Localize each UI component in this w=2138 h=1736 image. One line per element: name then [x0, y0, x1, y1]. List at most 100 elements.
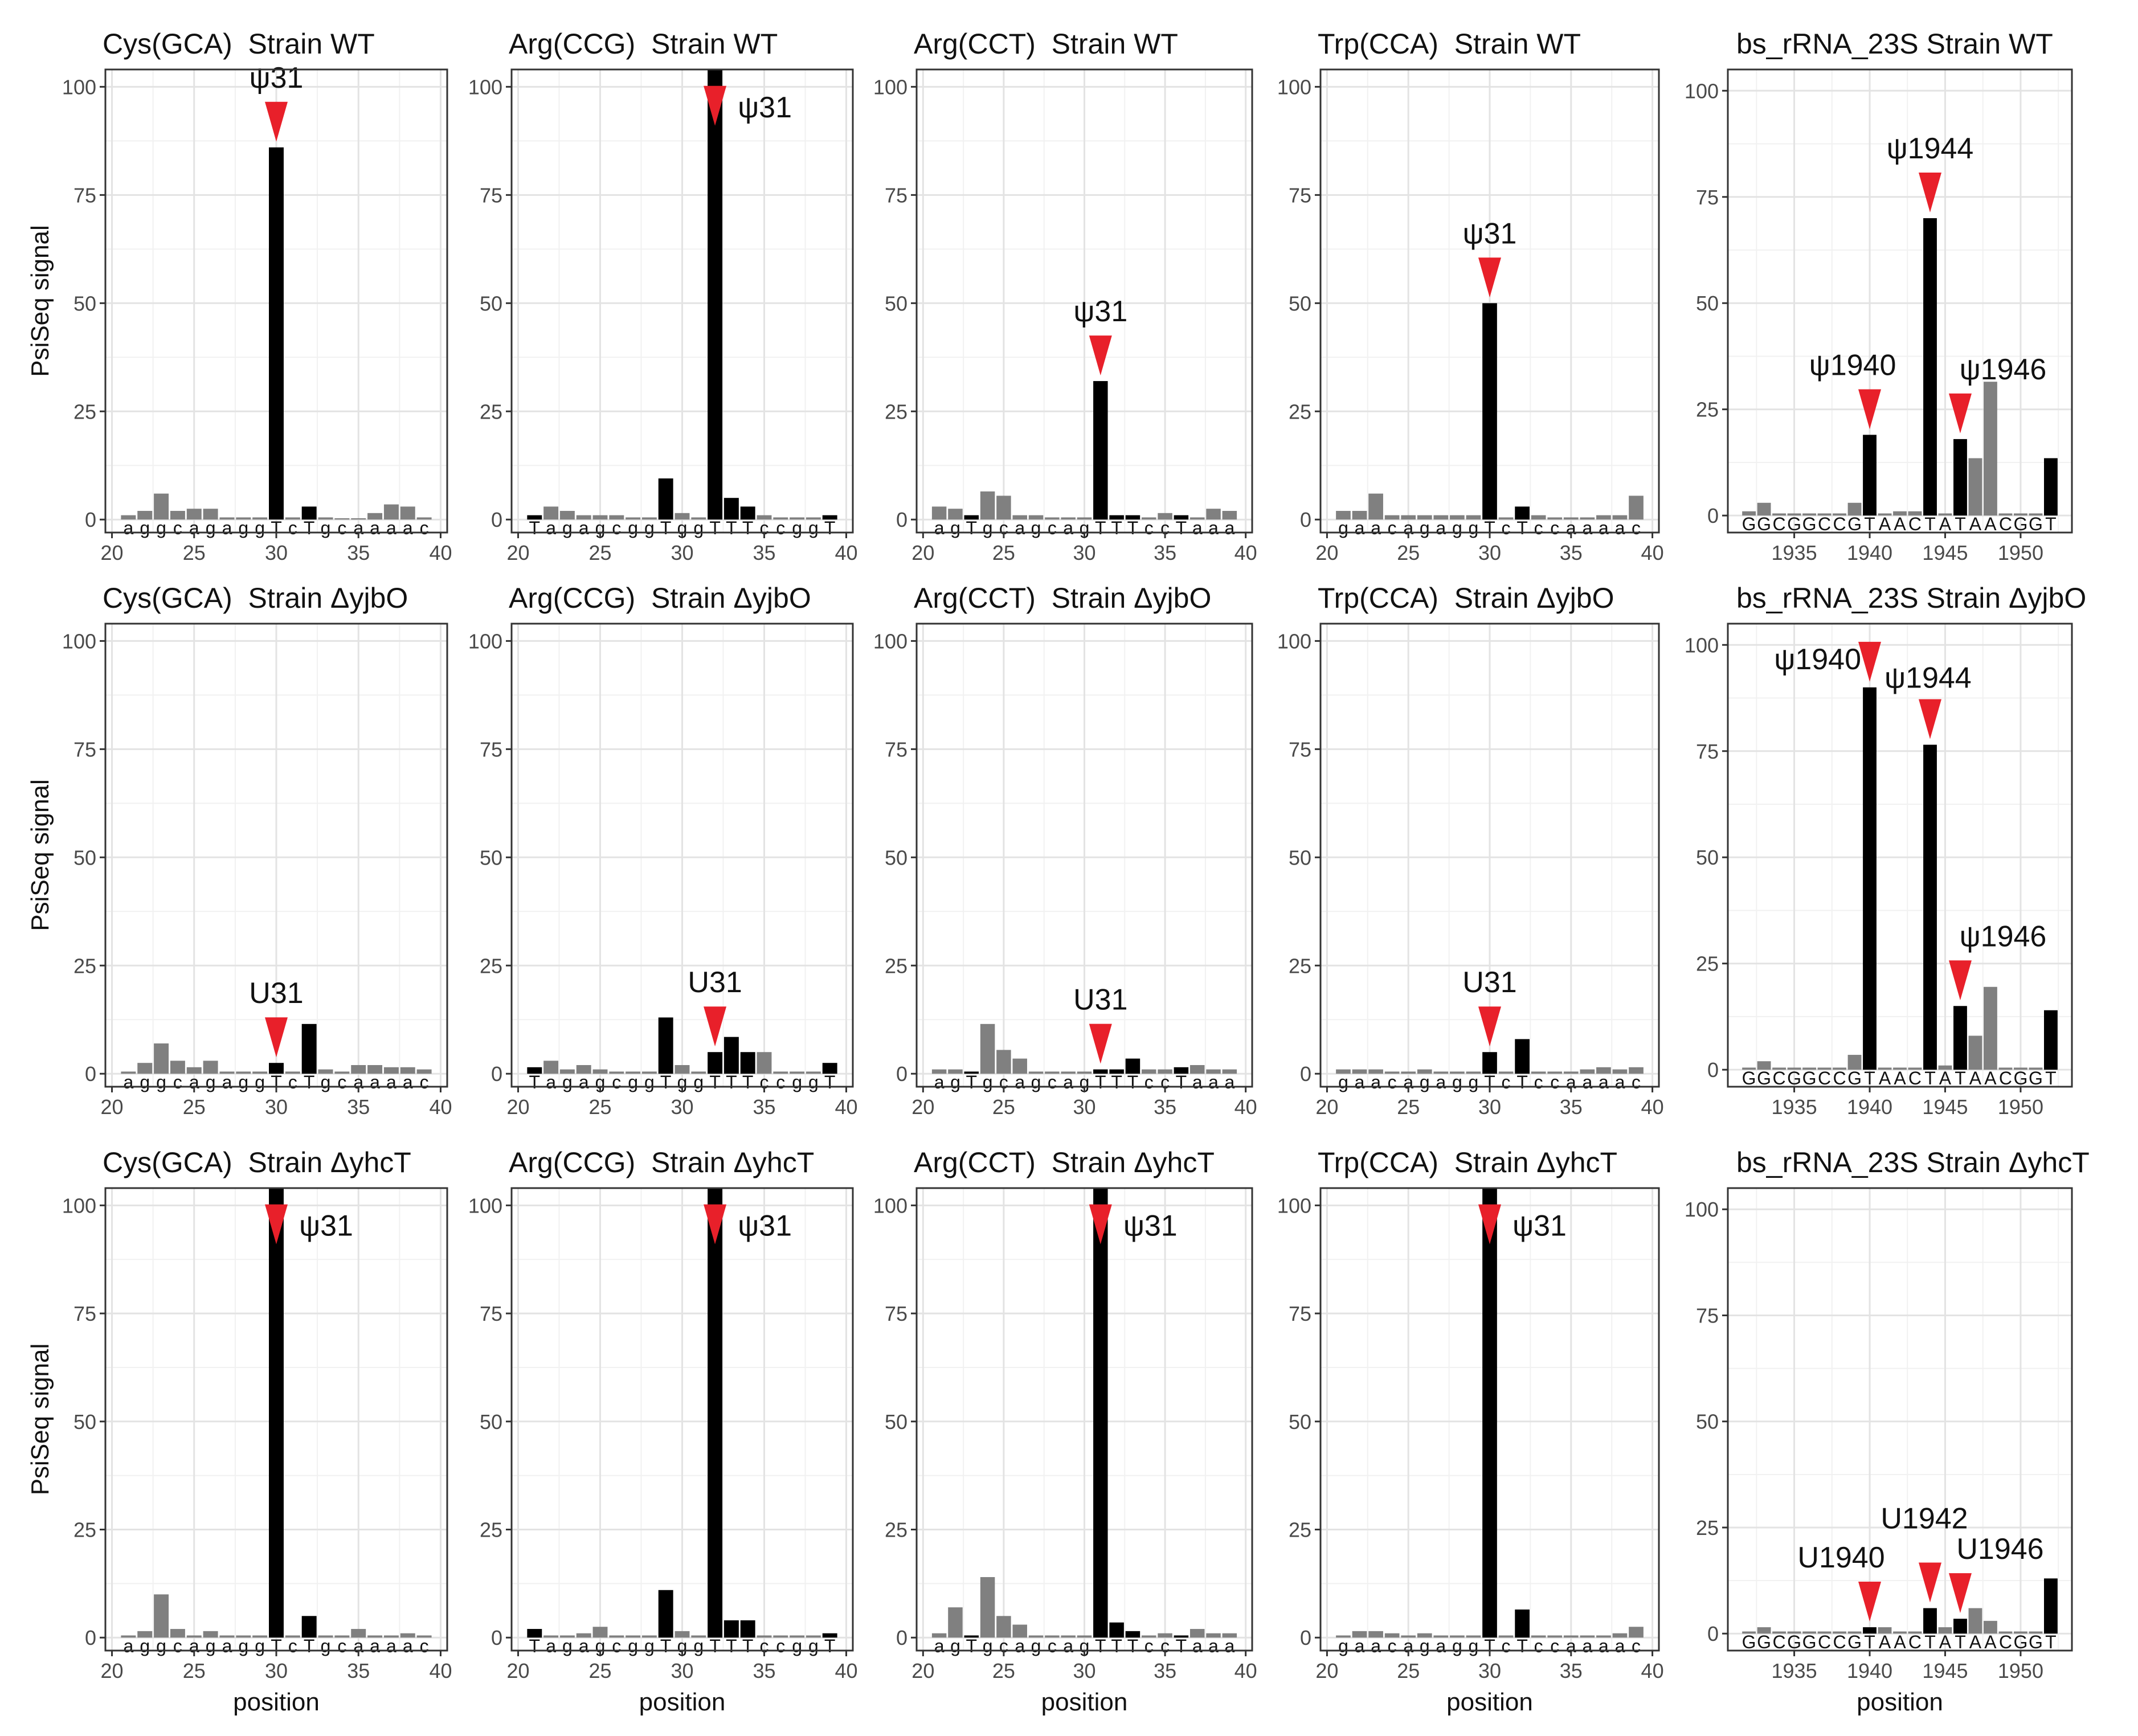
- bar: [691, 1635, 706, 1638]
- modification-marker: [1918, 173, 1941, 213]
- bar: [1787, 513, 1801, 516]
- bar: [400, 1067, 415, 1074]
- bar: [964, 515, 979, 520]
- y-tick-label: 100: [468, 629, 502, 653]
- sequence-base-label: g: [628, 1072, 638, 1092]
- panel-title: Arg(CCT) Strain ΔyjbO: [914, 582, 1211, 614]
- bar: [236, 517, 251, 520]
- sequence-base-label: g: [1338, 1072, 1348, 1092]
- bar: [773, 517, 788, 520]
- sequence-base-label: g: [1452, 1636, 1462, 1656]
- bar: [1531, 1071, 1546, 1074]
- sequence-base-label: T: [2045, 1632, 2057, 1652]
- modification-marker: [1478, 257, 1501, 298]
- sequence-base-label: g: [562, 1072, 573, 1092]
- panel-border: [1727, 623, 2073, 1088]
- modification-marker: [1918, 699, 1941, 739]
- bar: [592, 515, 608, 520]
- bar: [658, 1017, 673, 1074]
- sequence-base-label: g: [206, 1072, 216, 1092]
- bar: [137, 511, 153, 520]
- modification-label: ψ31: [250, 62, 304, 95]
- bar: [1028, 515, 1044, 520]
- y-tick-label: 75: [1696, 740, 1719, 763]
- sequence-base-label: G: [1847, 1632, 1862, 1652]
- x-tick-label: 1940: [1847, 541, 1892, 564]
- bar: [1028, 1071, 1044, 1074]
- modification-marker: [1089, 1023, 1112, 1064]
- sequence-base-label: C: [1908, 1632, 1922, 1652]
- sequence-base-label: C: [1818, 514, 1831, 534]
- sequence-base-label: g: [156, 518, 166, 538]
- sequence-base-label: C: [1908, 514, 1922, 534]
- y-tick-label: 25: [1289, 400, 1311, 423]
- bar: [1998, 1067, 2013, 1070]
- modification-label: ψ1946: [1960, 920, 2047, 953]
- bar: [170, 1629, 185, 1638]
- bar: [1061, 1635, 1076, 1638]
- x-tick-label: 35: [1560, 541, 1583, 564]
- bar: [121, 1071, 136, 1074]
- bar: [2043, 1010, 2058, 1070]
- x-tick-label: 35: [347, 1095, 370, 1119]
- plot-background: [1728, 69, 2072, 533]
- sequence-base-label: g: [238, 1636, 248, 1656]
- x-tick-label: 25: [183, 1659, 206, 1682]
- bar: [121, 515, 136, 520]
- bar: [806, 1071, 821, 1074]
- bar: [1787, 1067, 1801, 1070]
- modification-label: U31: [688, 966, 742, 999]
- sequence-base-label: T: [1924, 1632, 1936, 1652]
- sequence-base-label: c: [1534, 1072, 1543, 1092]
- y-axis-title: PsiSeq signal: [26, 225, 54, 377]
- sequence-base-label: g: [321, 1072, 331, 1092]
- bar: [1612, 1069, 1628, 1074]
- sequence-base-label: g: [644, 518, 655, 538]
- modification-label: ψ31: [738, 1210, 792, 1243]
- bar: [773, 1635, 788, 1638]
- bar: [609, 515, 624, 520]
- sequence-base-label: C: [1773, 514, 1786, 534]
- x-tick-label: 20: [101, 541, 124, 564]
- modification-label: U31: [1462, 966, 1516, 999]
- bar: [285, 1071, 300, 1074]
- sequence-base-label: T: [1176, 1072, 1187, 1092]
- sequence-base-label: c: [612, 518, 621, 538]
- y-tick-label: 50: [1289, 1410, 1311, 1434]
- bar: [931, 1633, 947, 1638]
- y-tick-label: 75: [73, 1302, 96, 1325]
- sequence-base-label: a: [1615, 518, 1625, 538]
- bar: [1450, 1635, 1465, 1638]
- sequence-base-label: g: [1420, 518, 1430, 538]
- bar: [996, 1616, 1011, 1638]
- bar: [1515, 506, 1530, 520]
- x-tick-label: 1945: [1922, 541, 1968, 564]
- bar-series: [527, 1017, 837, 1074]
- sequence-base-label: c: [1550, 1072, 1559, 1092]
- y-tick-label: 100: [468, 75, 502, 99]
- sequence-base-label: g: [321, 518, 331, 538]
- sequence-base-label: g: [1031, 1636, 1041, 1656]
- bar: [351, 518, 366, 520]
- sequence-base-label: a: [1208, 518, 1219, 538]
- bar-series: [931, 1188, 1237, 1638]
- y-tick-label: 100: [1685, 79, 1719, 103]
- bar: [1984, 1620, 1997, 1634]
- sequence-base-label: a: [1371, 518, 1381, 538]
- bar: [1384, 515, 1400, 520]
- sequence-base-label: c: [173, 1636, 182, 1656]
- bar: [1077, 1635, 1092, 1638]
- x-tick-label: 1935: [1772, 1095, 1817, 1119]
- bar: [1077, 1071, 1092, 1074]
- sequence-base-label: C: [1773, 1068, 1786, 1088]
- sequence-base-label: T: [1127, 1072, 1139, 1092]
- sequence-base-label: G: [1847, 1068, 1862, 1088]
- modification-marker: [1948, 960, 1972, 1001]
- bar-series: [121, 147, 432, 520]
- y-tick-label: 75: [1289, 1302, 1311, 1325]
- sequence-base-label: T: [1955, 514, 1966, 534]
- y-tick-label: 100: [1277, 1194, 1311, 1217]
- y-tick-label: 50: [73, 1410, 96, 1434]
